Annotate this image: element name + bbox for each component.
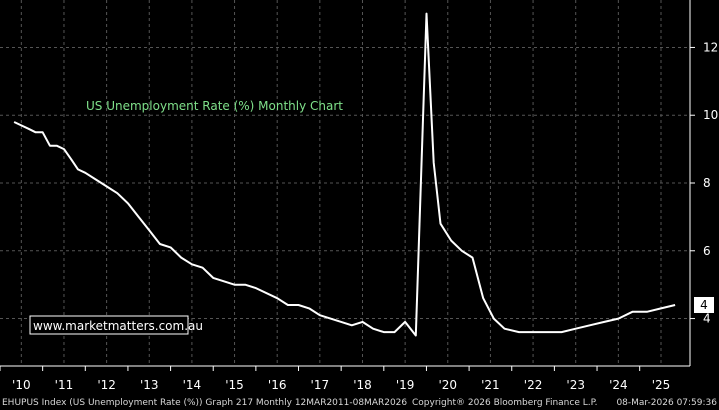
y-tick-label: 10 <box>703 108 718 122</box>
y-tick-label: 12 <box>703 40 718 54</box>
x-axis-ticks: '10 '11 '12 '13 '14 '15 '16 '17 '18 '19 '20 '21 '22 '… <box>0 366 670 392</box>
x-tick-label: '24 <box>609 378 628 392</box>
last-value-marker: 4 <box>694 297 714 313</box>
gridlines <box>0 0 690 366</box>
x-tick-label: '15 <box>225 378 244 392</box>
x-tick-label: '10 <box>12 378 31 392</box>
x-tick-label: '23 <box>566 378 585 392</box>
y-axis-ticks: 4 6 8 10 12 <box>690 40 718 326</box>
last-value-box <box>694 297 714 313</box>
last-value-label: 4 <box>700 298 708 312</box>
footer-right: 08-Mar-2026 07:59:36 <box>616 398 717 408</box>
watermark-box <box>29 315 189 335</box>
x-tick-label: '16 <box>268 378 287 392</box>
x-tick-label: '17 <box>311 378 330 392</box>
footer-left: EHUPUS Index (US Unemployment Rate (%)) … <box>2 398 407 408</box>
x-tick-label: '25 <box>652 378 671 392</box>
footer-center: Copyright® 2026 Bloomberg Finance L.P. <box>412 398 597 408</box>
x-tick-label: '21 <box>481 378 500 392</box>
footer-bar <box>0 392 719 410</box>
x-tick-label: '20 <box>438 378 457 392</box>
x-tick-label: '13 <box>140 378 159 392</box>
x-tick-label: '19 <box>396 378 415 392</box>
unemployment-series-line <box>13 12 676 337</box>
x-tick-label: '11 <box>55 378 74 392</box>
watermark-text: www.marketmatters.com.au <box>33 319 203 333</box>
y-tick-label: 4 <box>703 312 711 326</box>
chart-title: US Unemployment Rate (%) Monthly Chart <box>86 99 343 113</box>
y-tick-label: 8 <box>703 176 711 190</box>
y-tick-label: 6 <box>703 244 711 258</box>
x-tick-label: '18 <box>353 378 372 392</box>
x-tick-label: '14 <box>183 378 202 392</box>
x-tick-label: '22 <box>524 378 543 392</box>
x-tick-label: '12 <box>97 378 116 392</box>
